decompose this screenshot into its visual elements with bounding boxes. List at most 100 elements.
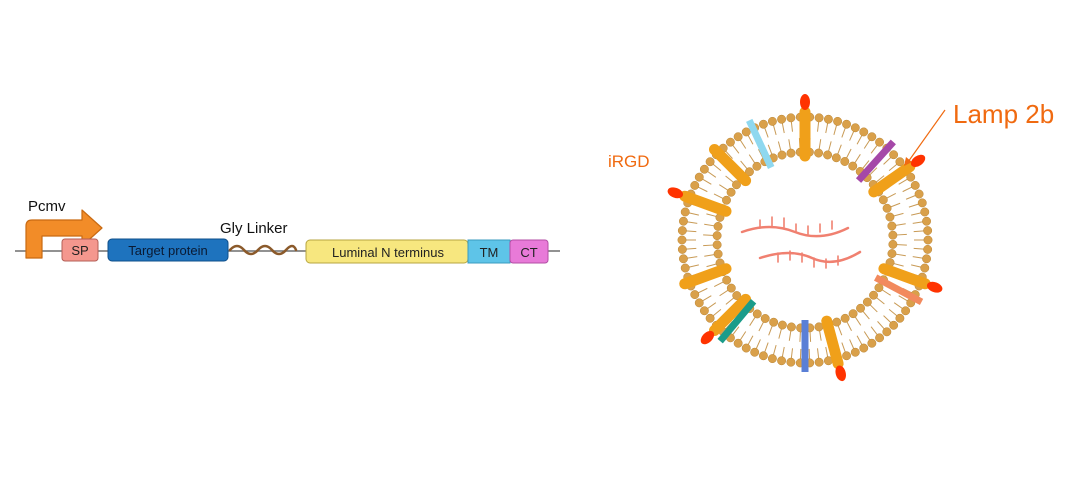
irgd-peptide	[800, 94, 810, 110]
rna-cargo	[740, 216, 862, 269]
lipid-head	[690, 180, 700, 190]
lipid-head	[713, 249, 723, 259]
irgd-peptide	[700, 330, 715, 345]
lipid-head	[745, 167, 754, 177]
lamp2b-protein	[708, 143, 752, 187]
lipid-head	[875, 137, 885, 147]
lamp-2b-pointer-head	[904, 157, 912, 166]
lipid-head	[867, 338, 877, 348]
lipid-head	[786, 113, 796, 123]
construct-diagram: Pcmv SP Target protein Gly Linker Lumina…	[15, 198, 560, 264]
lipid-head	[888, 239, 898, 249]
lipid-head	[677, 235, 687, 245]
lipid-head	[906, 172, 916, 182]
lipid-head	[859, 127, 869, 137]
lipid-head	[842, 119, 852, 129]
lipid-head	[722, 195, 731, 205]
lipid-head	[850, 123, 860, 133]
lipid-head	[777, 320, 787, 330]
lipid-head	[814, 357, 824, 367]
promoter-arrow-icon	[25, 209, 103, 259]
lipid-head	[760, 314, 770, 323]
irgd-peptide	[835, 365, 846, 382]
lipid-head	[814, 148, 824, 158]
lipid-head	[874, 283, 884, 293]
lipid-head	[733, 338, 743, 348]
membrane-proteins	[667, 94, 943, 382]
lipid-head	[786, 322, 796, 332]
ct-label: CT	[520, 245, 537, 260]
lipid-head	[867, 132, 877, 142]
rna-strand-lower	[758, 250, 862, 264]
lipid-head	[752, 161, 762, 171]
lipid-head	[741, 343, 751, 353]
lipid-head	[750, 347, 760, 357]
lipid-head	[726, 187, 736, 197]
gly-linker-wave	[228, 244, 298, 256]
membrane-marker	[855, 139, 896, 183]
exosome-vesicle: iRGD Lamp 2b	[608, 94, 1054, 382]
lipid-head	[777, 114, 787, 124]
lipid-head	[699, 164, 709, 174]
luminal-n-terminus-label: Luminal N terminus	[332, 245, 444, 260]
lipid-head	[832, 317, 842, 327]
membrane-marker	[873, 274, 924, 306]
lipid-head	[914, 189, 924, 199]
irgd-peptide	[667, 187, 684, 199]
lipid-head	[885, 212, 895, 222]
ct-segment	[509, 239, 549, 264]
lipid-head	[722, 275, 732, 285]
lipid-head	[733, 132, 743, 142]
sp-segment	[61, 238, 99, 262]
lipid-head	[712, 231, 722, 241]
lipid-head	[823, 150, 833, 160]
lipid-head	[888, 230, 898, 240]
lipid-head	[882, 327, 892, 337]
lipid-head	[678, 216, 688, 226]
lipid-head	[769, 317, 779, 327]
lipid-head	[680, 207, 690, 217]
lipid-head	[713, 221, 723, 231]
lipid-head	[767, 354, 777, 364]
lipid-head	[923, 235, 933, 245]
lipid-head	[895, 313, 905, 323]
lipid-head	[732, 291, 742, 300]
lipid-head	[850, 347, 860, 357]
lipid-head	[712, 240, 722, 250]
lipid-head	[917, 198, 927, 208]
lipid-head	[875, 333, 885, 343]
lipid-head	[840, 313, 850, 323]
lipid-head	[690, 290, 700, 300]
membrane-marker	[717, 299, 757, 344]
lipid-head	[889, 150, 899, 160]
lipid-head	[833, 116, 843, 126]
lipid-head	[767, 116, 777, 126]
lipid-head	[777, 150, 787, 160]
lamp2b-protein	[679, 263, 732, 290]
membrane-marker	[746, 118, 775, 169]
lipid-head	[910, 180, 920, 190]
lamp-2b-label: Lamp 2b	[953, 99, 1054, 129]
lipid-head	[831, 153, 841, 163]
irgd-label: iRGD	[608, 152, 650, 171]
lipid-head	[922, 216, 932, 226]
lamp-2b-pointer	[907, 109, 946, 163]
lipid-head	[901, 306, 911, 316]
lipid-head	[732, 180, 741, 190]
lipid-head	[848, 309, 858, 319]
lipid-head	[705, 313, 715, 323]
lipid-head	[758, 351, 768, 361]
lipid-head	[887, 249, 897, 259]
lipid-head	[725, 137, 735, 147]
lipid-head	[922, 254, 932, 264]
lipid-head	[786, 148, 796, 158]
lipid-head	[889, 320, 899, 330]
irgd-peptide	[910, 154, 926, 167]
rna-strand-upper	[740, 225, 850, 238]
promoter-label: Pcmv	[28, 198, 66, 215]
lipid-head	[786, 357, 796, 367]
target-protein-segment	[107, 238, 229, 262]
lipid-head	[814, 113, 824, 123]
lamp2b-protein	[679, 190, 732, 217]
lipid-head	[758, 119, 768, 129]
